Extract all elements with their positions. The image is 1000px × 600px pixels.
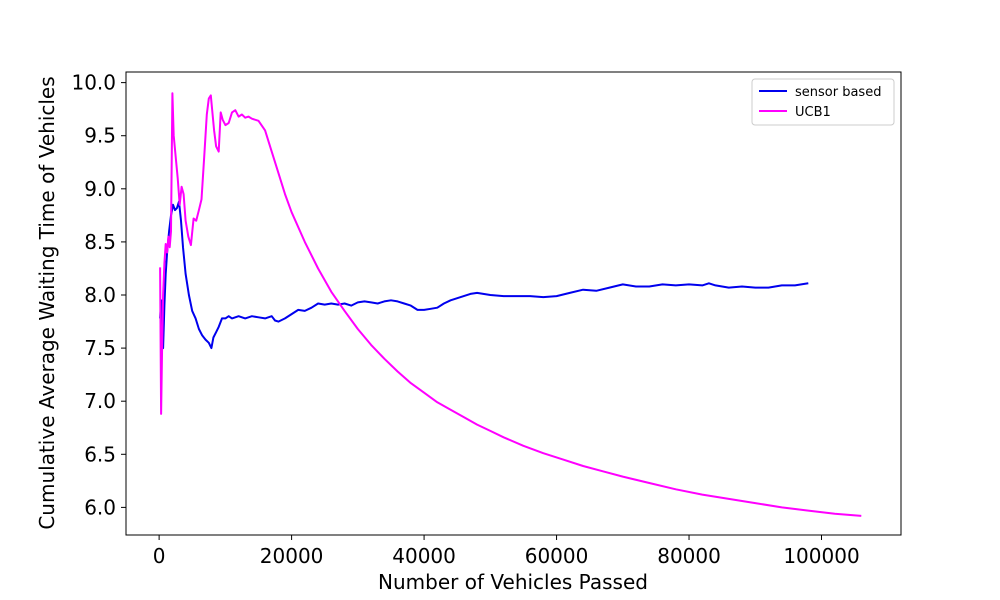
x-tick-label: 80000 bbox=[657, 544, 721, 568]
legend: sensor based UCB1 bbox=[751, 78, 895, 126]
legend-label-sensor-based: sensor based bbox=[795, 85, 881, 100]
y-tick-label: 10.0 bbox=[71, 71, 116, 95]
y-axis-ticks: 6.0 6.5 7.0 7.5 8.0 8.5 9.0 9.5 10.0 bbox=[71, 71, 126, 519]
x-tick-label: 20000 bbox=[260, 544, 324, 568]
x-axis-title: Number of Vehicles Passed bbox=[378, 570, 648, 594]
y-tick-label: 8.0 bbox=[84, 283, 116, 307]
x-tick-label: 0 bbox=[153, 544, 166, 568]
series-layer bbox=[159, 92, 862, 517]
y-tick-label: 6.0 bbox=[84, 495, 116, 519]
y-tick-label: 7.0 bbox=[84, 389, 116, 413]
x-tick-label: 40000 bbox=[392, 544, 456, 568]
y-tick-label: 9.0 bbox=[84, 177, 116, 201]
y-tick-label: 8.5 bbox=[84, 230, 116, 254]
y-axis-title: Cumulative Average Waiting Time of Vehic… bbox=[35, 76, 59, 529]
x-axis-ticks: 0 20000 40000 60000 80000 100000 bbox=[153, 535, 860, 568]
series-line-ucb1 bbox=[159, 92, 862, 517]
legend-label-ucb1: UCB1 bbox=[795, 105, 831, 120]
plot-area bbox=[125, 71, 902, 536]
y-tick-label: 6.5 bbox=[84, 442, 116, 466]
x-tick-label: 60000 bbox=[525, 544, 589, 568]
legend-box bbox=[751, 78, 895, 126]
y-tick-label: 7.5 bbox=[84, 336, 116, 360]
y-tick-label: 9.5 bbox=[84, 124, 116, 148]
x-tick-label: 100000 bbox=[783, 544, 859, 568]
series-line-sensor-based bbox=[159, 200, 809, 350]
